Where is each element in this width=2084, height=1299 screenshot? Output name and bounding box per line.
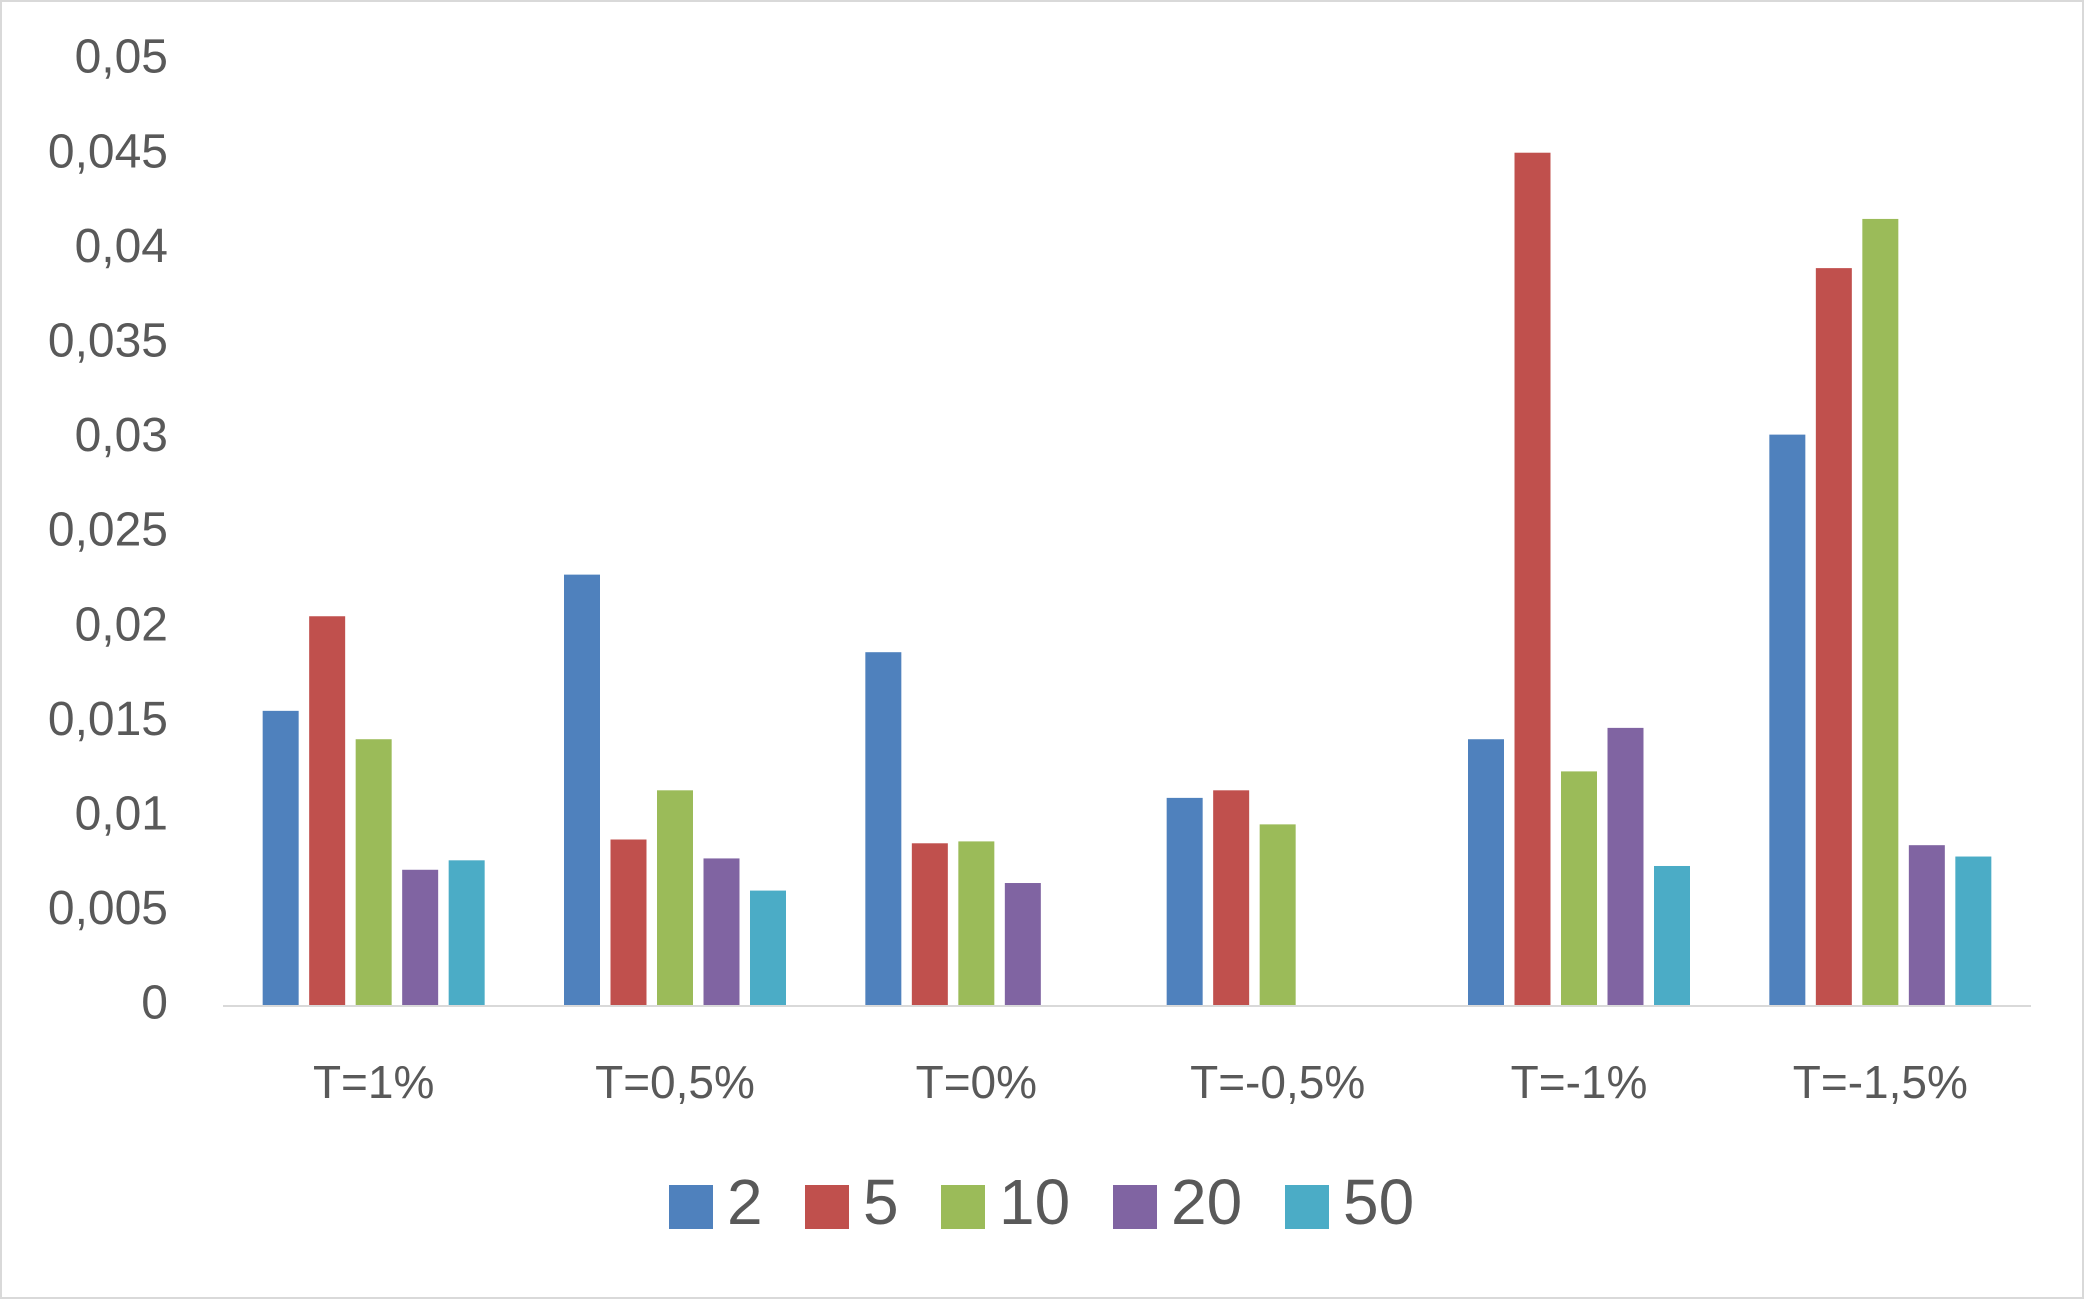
- legend-swatch: [805, 1185, 849, 1229]
- bar: [1769, 434, 1806, 1007]
- bar: [448, 860, 485, 1006]
- bar: [1514, 152, 1551, 1006]
- bar: [657, 790, 693, 1006]
- x-tick-label: T=1%: [313, 1056, 434, 1108]
- legend-swatch: [1285, 1185, 1329, 1229]
- x-tick-label: T=-1,5%: [1793, 1056, 1968, 1108]
- bar: [911, 843, 948, 1006]
- y-tick-label: 0,015: [48, 693, 168, 746]
- bar: [1862, 218, 1899, 1007]
- y-tick-label: 0,05: [75, 31, 168, 84]
- y-tick-label: 0,035: [48, 314, 168, 367]
- legend-label: 10: [999, 1166, 1070, 1238]
- bar: [1654, 865, 1690, 1006]
- x-tick-label: T=0,5%: [595, 1056, 755, 1108]
- bar: [1259, 824, 1296, 1006]
- x-tick-label: T=-1%: [1511, 1056, 1648, 1108]
- bar: [750, 890, 786, 1006]
- bar: [262, 710, 299, 1006]
- bar: [402, 869, 439, 1006]
- y-tick-label: 0,045: [48, 125, 168, 178]
- y-tick-label: 0: [141, 977, 168, 1030]
- bar: [355, 739, 392, 1006]
- legend-swatch: [941, 1185, 985, 1229]
- x-tick-label: T=-0,5%: [1190, 1056, 1365, 1108]
- bar: [958, 841, 995, 1006]
- bar: [1607, 727, 1644, 1006]
- y-tick-label: 0,03: [75, 409, 168, 462]
- bar: [1004, 883, 1041, 1006]
- legend-swatch: [669, 1185, 713, 1229]
- bar: [1468, 739, 1504, 1006]
- bar: [309, 616, 346, 1006]
- bar: [703, 858, 740, 1006]
- legend-label: 2: [727, 1166, 763, 1238]
- bar: [1561, 771, 1597, 1006]
- x-tick-label: T=0%: [916, 1056, 1037, 1108]
- bar: [1213, 790, 1250, 1006]
- y-tick-label: 0,04: [75, 220, 168, 273]
- y-tick-label: 0,025: [48, 504, 168, 557]
- legend-label: 50: [1343, 1166, 1414, 1238]
- legend-label: 20: [1171, 1166, 1242, 1238]
- bar: [865, 652, 902, 1006]
- bar: [1955, 856, 1992, 1006]
- y-tick-label: 0,01: [75, 787, 168, 840]
- legend-swatch: [1113, 1185, 1157, 1229]
- y-tick-label: 0,02: [75, 598, 168, 651]
- legend-label: 5: [863, 1166, 899, 1238]
- bar: [1166, 797, 1203, 1006]
- bar: [610, 839, 647, 1006]
- bar: [1908, 845, 1945, 1006]
- bar: [1815, 268, 1852, 1006]
- y-tick-label: 0,005: [48, 882, 168, 935]
- bar: [564, 574, 600, 1006]
